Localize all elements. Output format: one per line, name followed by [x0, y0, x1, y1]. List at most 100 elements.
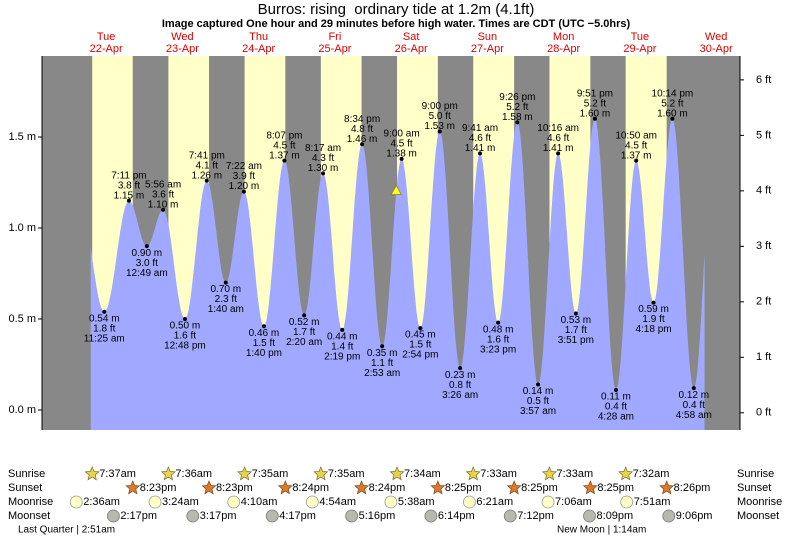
extreme-point	[437, 129, 442, 134]
extreme-point	[536, 382, 541, 387]
extreme-label: 1.26 m	[191, 170, 222, 181]
day-name: Wed	[171, 31, 193, 43]
extreme-label: 1:40 pm	[246, 348, 282, 359]
extreme-label: 0.52 m	[289, 317, 320, 328]
row-label: Moonrise	[737, 496, 782, 508]
moonset-time: 8:09pm	[597, 510, 634, 522]
extreme-point	[458, 366, 463, 371]
extreme-label: 4.6 ft	[469, 133, 491, 144]
day-date: 22-Apr	[90, 43, 123, 55]
extreme-label: 9:51 pm	[577, 88, 613, 99]
day-name: Wed	[705, 31, 727, 43]
sunrise-icon	[541, 466, 557, 481]
moonrise-icon	[69, 495, 83, 509]
y2-tick-label: 2 ft	[756, 296, 771, 308]
extreme-point	[399, 156, 404, 161]
chart-subtitle: Image captured One hour and 29 minutes b…	[162, 18, 631, 30]
moonset-icon	[186, 509, 200, 523]
y-tick-label: 0.0 m	[8, 404, 36, 416]
sunset-time: 8:25pm	[597, 482, 634, 494]
row-label: Sunset	[737, 482, 771, 494]
day-date: 26-Apr	[395, 43, 428, 55]
extreme-label: 4.5 ft	[625, 140, 647, 151]
extreme-label: 10:16 am	[537, 123, 579, 134]
sunset-icon	[125, 480, 141, 495]
moonset-time: 7:12pm	[517, 510, 554, 522]
moonrise-time: 7:06am	[555, 496, 592, 508]
extreme-label: 3:26 am	[442, 390, 478, 401]
extreme-label: 0.48 m	[483, 324, 514, 335]
extreme-point	[478, 151, 483, 156]
extreme-label: 8:17 am	[305, 143, 341, 154]
extreme-label: 10:14 pm	[652, 88, 694, 99]
day-date: 28-Apr	[547, 43, 580, 55]
extreme-label: 1.53 m	[424, 121, 455, 132]
sunrise-icon	[84, 466, 100, 481]
moonrise-icon	[541, 495, 555, 509]
extreme-point	[126, 198, 131, 203]
extreme-point	[556, 151, 561, 156]
extreme-point	[634, 158, 639, 163]
row-label: Sunrise	[8, 468, 45, 480]
extreme-point	[302, 313, 307, 318]
extreme-label: 0.4 ft	[683, 400, 705, 411]
extreme-label: 1.37 m	[621, 150, 652, 161]
day-date: 23-Apr	[166, 43, 199, 55]
extreme-label: 0.90 m	[132, 248, 163, 259]
y2-tick-label: 3 ft	[756, 240, 771, 252]
extreme-label: 1.7 ft	[293, 327, 315, 338]
extreme-label: 3:51 pm	[558, 335, 594, 346]
moonset-time: 5:16pm	[359, 510, 396, 522]
day-name: Mon	[553, 31, 574, 43]
extreme-label: 3:57 am	[520, 406, 556, 417]
extreme-point	[161, 207, 166, 212]
sunrise-time: 7:34am	[404, 468, 441, 480]
extreme-label: 8:34 pm	[344, 114, 380, 125]
sunset-icon	[354, 480, 370, 495]
sunset-icon	[201, 480, 217, 495]
extreme-label: 3.0 ft	[136, 258, 158, 269]
moonrise-icon	[620, 495, 634, 509]
extreme-label: 7:22 am	[226, 161, 262, 172]
extreme-label: 7:41 pm	[189, 150, 225, 161]
extreme-label: 12:48 pm	[164, 341, 206, 352]
extreme-label: 11:25 am	[84, 333, 125, 344]
extreme-label: 0.70 m	[211, 284, 242, 295]
extreme-point	[515, 120, 520, 125]
moonrise-time: 7:51am	[634, 496, 671, 508]
extreme-point	[321, 171, 326, 176]
moon-phase: New Moon | 1:14am	[557, 525, 646, 536]
extreme-point	[418, 326, 423, 331]
moonrise-time: 5:38am	[398, 496, 435, 508]
moonset-time: 9:06pm	[676, 510, 713, 522]
extreme-label: 1.38 m	[386, 148, 417, 159]
extreme-label: 1.1 ft	[371, 358, 393, 369]
day-name: Tue	[631, 31, 650, 43]
extreme-label: 1.37 m	[269, 150, 300, 161]
moonrise-time: 6:21am	[476, 496, 513, 508]
moonrise-icon	[463, 495, 476, 509]
day-name: Tue	[97, 31, 116, 43]
extreme-point	[592, 116, 597, 121]
extreme-point	[691, 386, 696, 391]
extreme-label: 1.6 ft	[487, 334, 509, 345]
extreme-label: 0.23 m	[445, 370, 476, 381]
extreme-label: 1.5 ft	[253, 338, 275, 349]
day-date: 25-Apr	[318, 43, 351, 55]
extreme-point	[204, 178, 209, 183]
extreme-label: 0.53 m	[561, 315, 592, 326]
extreme-point	[670, 116, 675, 121]
extreme-label: 4.5 ft	[273, 140, 295, 151]
moonrise-time: 4:10am	[241, 496, 278, 508]
extreme-label: 1.58 m	[502, 112, 533, 123]
sunrise-icon	[389, 466, 405, 481]
sunset-icon	[277, 480, 293, 495]
extreme-label: 5.0 ft	[429, 111, 451, 122]
extreme-label: 9:41 am	[462, 123, 498, 134]
extreme-label: 2:20 am	[286, 337, 322, 348]
extreme-label: 1.8 ft	[93, 323, 115, 334]
extreme-label: 0.35 m	[367, 348, 398, 359]
tide-area	[90, 118, 705, 431]
